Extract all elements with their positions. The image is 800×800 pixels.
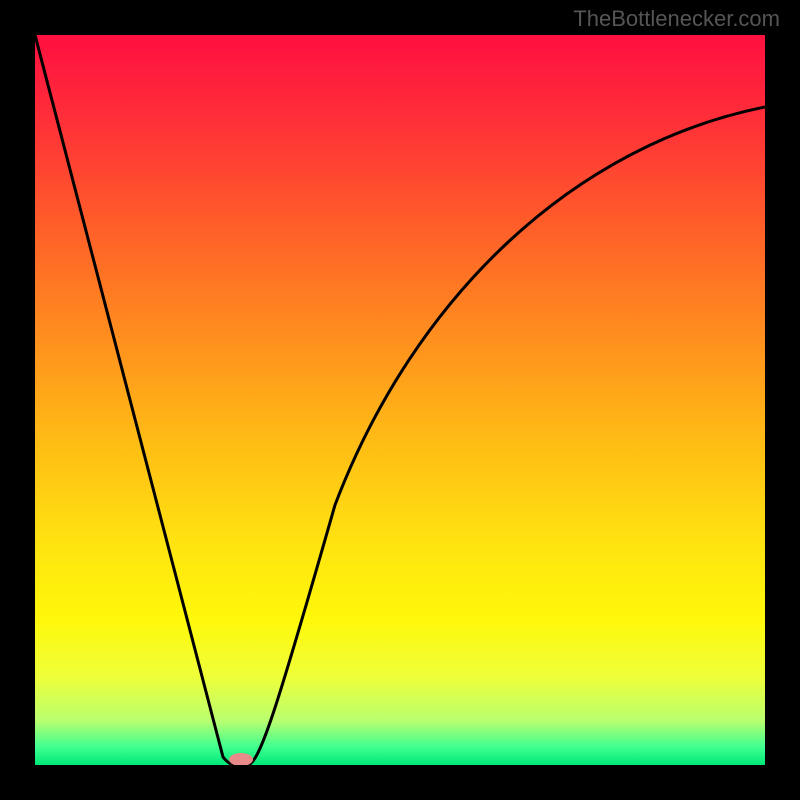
optimum-marker [229,753,253,765]
plot-area [35,35,765,765]
bottleneck-curve [35,35,765,765]
attribution-text: TheBottlenecker.com [573,6,780,32]
chart-canvas: TheBottlenecker.com [0,0,800,800]
curve-path [35,35,765,765]
